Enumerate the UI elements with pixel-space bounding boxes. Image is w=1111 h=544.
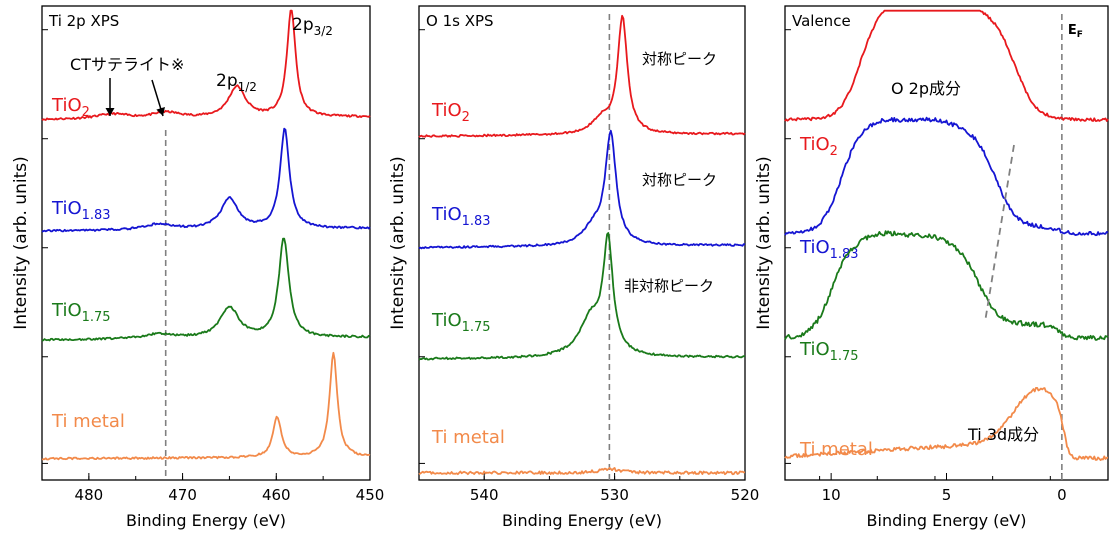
x-tick-label: 530	[600, 486, 629, 504]
ct-arrow-2-head	[156, 107, 165, 116]
series-label: TiO2	[51, 95, 90, 120]
annotation-symmetric-peak-1: 対称ピーク	[642, 50, 717, 68]
series-line-TiO2	[418, 14, 746, 138]
x-tick-label: 470	[168, 486, 197, 504]
series-line-Ti-metal	[784, 386, 1108, 462]
series-label: TiO2	[431, 100, 470, 125]
ct-arrow-1-head	[105, 108, 115, 116]
panel-3: 10 5 0 Binding Energy (eV) Intensity (arb. u…	[754, 5, 1109, 530]
series-label: TiO1.83	[431, 204, 491, 229]
series-label: TiO1.75	[799, 339, 859, 364]
band-edge-guide	[984, 144, 1015, 323]
y-axis-label: Intensity (arb. units)	[388, 156, 408, 329]
annotation-o2p: O 2p成分	[891, 79, 961, 98]
x-tick-label: 520	[731, 486, 760, 504]
annotation-2p12: 2p1/2	[216, 71, 257, 94]
series-label: TiO2	[799, 134, 838, 159]
panel-title: Ti 2p XPS	[48, 12, 119, 30]
series-line-TiO1-83	[418, 129, 746, 250]
annotation-ct-satellite: CTサテライト※	[70, 55, 184, 74]
x-axis-label: Binding Energy (eV)	[502, 511, 662, 530]
x-tick-label: 0	[1057, 486, 1067, 504]
series-line-Ti-metal	[41, 351, 371, 461]
series-label: Ti metal	[51, 411, 125, 432]
series-label: TiO1.83	[51, 198, 111, 223]
x-tick-label: 5	[942, 486, 952, 504]
panel-1: 480 470 460 450 Binding Energy (eV) Intensity…	[11, 5, 385, 530]
plot-frame	[418, 5, 746, 481]
panel-title: O 1s XPS	[426, 12, 494, 30]
fermi-level-label: EF	[1068, 23, 1083, 40]
x-tick-label: 10	[822, 486, 841, 504]
x-axis-label: Binding Energy (eV)	[126, 511, 286, 530]
annotation-2p32: 2p3/2	[292, 15, 333, 38]
series-label: Ti metal	[799, 439, 873, 460]
series-label: TiO1.75	[431, 310, 491, 335]
x-tick-label: 540	[470, 486, 499, 504]
x-axis-label: Binding Energy (eV)	[867, 511, 1027, 530]
series-line-TiO1-83	[41, 127, 371, 233]
series-label: TiO1.75	[51, 300, 111, 325]
series-line-TiO2	[41, 9, 371, 121]
series-line-TiO1-75	[784, 230, 1109, 341]
annotation-ti3d: Ti 3d成分	[967, 425, 1039, 444]
x-tick-label: 460	[262, 486, 291, 504]
plot-frame	[41, 5, 371, 481]
series-line-Ti-metal	[418, 466, 746, 476]
panel-2: 540 530 520 Binding Energy (eV) Intensity (a…	[388, 5, 760, 530]
series-line-TiO1-75	[41, 237, 371, 342]
panel-title: Valence	[792, 12, 851, 30]
annotation-asymmetric-peak: 非対称ピーク	[624, 277, 714, 295]
series-line-TiO1-83	[784, 116, 1109, 237]
series-line-TiO2	[784, 9, 1109, 122]
x-tick-label: 480	[75, 486, 104, 504]
series-label: Ti metal	[431, 427, 505, 448]
annotation-symmetric-peak-2: 対称ピーク	[642, 171, 717, 189]
series-line-TiO1-75	[418, 232, 746, 361]
x-tick-label: 450	[356, 486, 385, 504]
y-axis-label: Intensity (arb. units)	[754, 156, 774, 329]
y-axis-label: Intensity (arb. units)	[11, 156, 31, 329]
